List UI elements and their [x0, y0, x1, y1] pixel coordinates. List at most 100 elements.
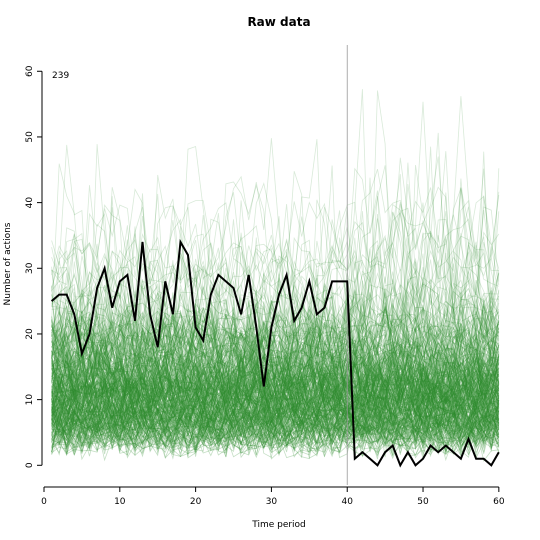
background-series-line [51, 373, 500, 406]
x-tick-label: 40 [341, 497, 353, 507]
background-series-line [51, 388, 500, 453]
background-series-line [51, 331, 500, 408]
background-series-line [51, 331, 500, 381]
background-series-line [51, 412, 499, 459]
background-series-line [51, 405, 500, 443]
background-series-line [51, 353, 500, 399]
background-series-line [51, 409, 500, 447]
background-series-line [51, 402, 500, 458]
background-series-line [51, 354, 500, 400]
background-series-line [51, 375, 500, 404]
background-series-line [51, 374, 500, 432]
background-series-line [51, 340, 500, 392]
background-series-line [51, 395, 499, 424]
background-series-line [51, 343, 500, 399]
background-series-line [51, 400, 500, 440]
y-tick-label: 30 [25, 262, 35, 274]
background-series-line [51, 355, 500, 393]
background-series-line [51, 313, 500, 390]
background-series-line [51, 325, 500, 374]
background-series-line [51, 355, 500, 424]
background-series-line [51, 363, 499, 407]
background-series-line [51, 391, 500, 444]
background-series-line [51, 411, 499, 450]
background-series-line [51, 277, 500, 390]
background-series-line [51, 347, 500, 397]
background-series-line [51, 367, 500, 408]
background-series-line [51, 405, 500, 439]
background-series-line [51, 384, 499, 418]
background-series-line [51, 357, 500, 396]
series-count-annotation: 239 [52, 71, 69, 81]
background-series-line [51, 365, 499, 419]
background-series-line [51, 320, 500, 359]
background-series-line [51, 330, 500, 423]
background-series-line [51, 297, 500, 397]
background-series-line [51, 402, 500, 438]
background-series-line [51, 347, 499, 415]
background-series-line [51, 342, 500, 375]
background-series-line [51, 277, 500, 380]
background-series-line [51, 376, 500, 441]
background-series-line [51, 386, 499, 415]
background-series-line [51, 230, 499, 317]
background-series-line [51, 301, 500, 369]
background-series-line [51, 345, 500, 398]
background-series-line [51, 367, 500, 398]
background-series-line [51, 353, 500, 437]
x-tick-label: 0 [41, 497, 47, 507]
background-series-line [51, 361, 500, 408]
background-series-line [51, 389, 500, 446]
background-series-line [51, 156, 500, 289]
background-series-line [51, 311, 500, 383]
background-series-line [51, 355, 500, 430]
background-series-line [51, 355, 500, 403]
background-series-line [51, 417, 500, 447]
background-series-line [51, 356, 500, 408]
background-series-line [51, 392, 500, 451]
background-series-line [51, 401, 500, 443]
background-series-line [51, 349, 500, 398]
background-series-line [51, 416, 500, 446]
background-series-line [51, 251, 500, 390]
background-series-line [51, 344, 500, 428]
background-series-line [51, 375, 500, 440]
background-series-line [51, 330, 500, 429]
background-series-line [51, 405, 500, 458]
background-series-line [51, 388, 500, 423]
background-series-line [51, 349, 500, 389]
background-series-line [51, 349, 500, 428]
background-series-line [51, 394, 500, 455]
background-series-line [51, 234, 500, 317]
background-series-line [51, 400, 500, 459]
background-series-line [51, 416, 500, 458]
background-series-line [51, 355, 500, 436]
background-series-line [51, 317, 500, 359]
background-series-line [51, 403, 500, 459]
background-series-line [51, 177, 500, 350]
background-series-line [51, 380, 500, 447]
background-series-line [51, 377, 499, 413]
background-series-line [51, 370, 500, 433]
background-series-line [51, 354, 499, 401]
background-series-line [51, 413, 499, 447]
x-axis-label: Time period [251, 520, 306, 530]
background-series-line [51, 418, 499, 453]
background-series-line [51, 298, 500, 387]
background-series-line [51, 390, 500, 454]
chart-title: Raw data [247, 15, 310, 29]
background-series-line [51, 335, 500, 422]
background-series-line [51, 325, 500, 361]
background-series-line [51, 336, 499, 367]
background-series-line [51, 403, 500, 457]
background-series-line [51, 335, 500, 370]
background-series-line [51, 380, 500, 443]
background-series-line [51, 419, 500, 451]
background-series-line [51, 374, 500, 416]
background-series-line [51, 402, 500, 439]
background-series-line [51, 339, 499, 432]
background-series-line [51, 350, 500, 412]
background-series-line [51, 414, 500, 446]
background-series-line [51, 394, 499, 451]
background-series-line [51, 410, 500, 450]
